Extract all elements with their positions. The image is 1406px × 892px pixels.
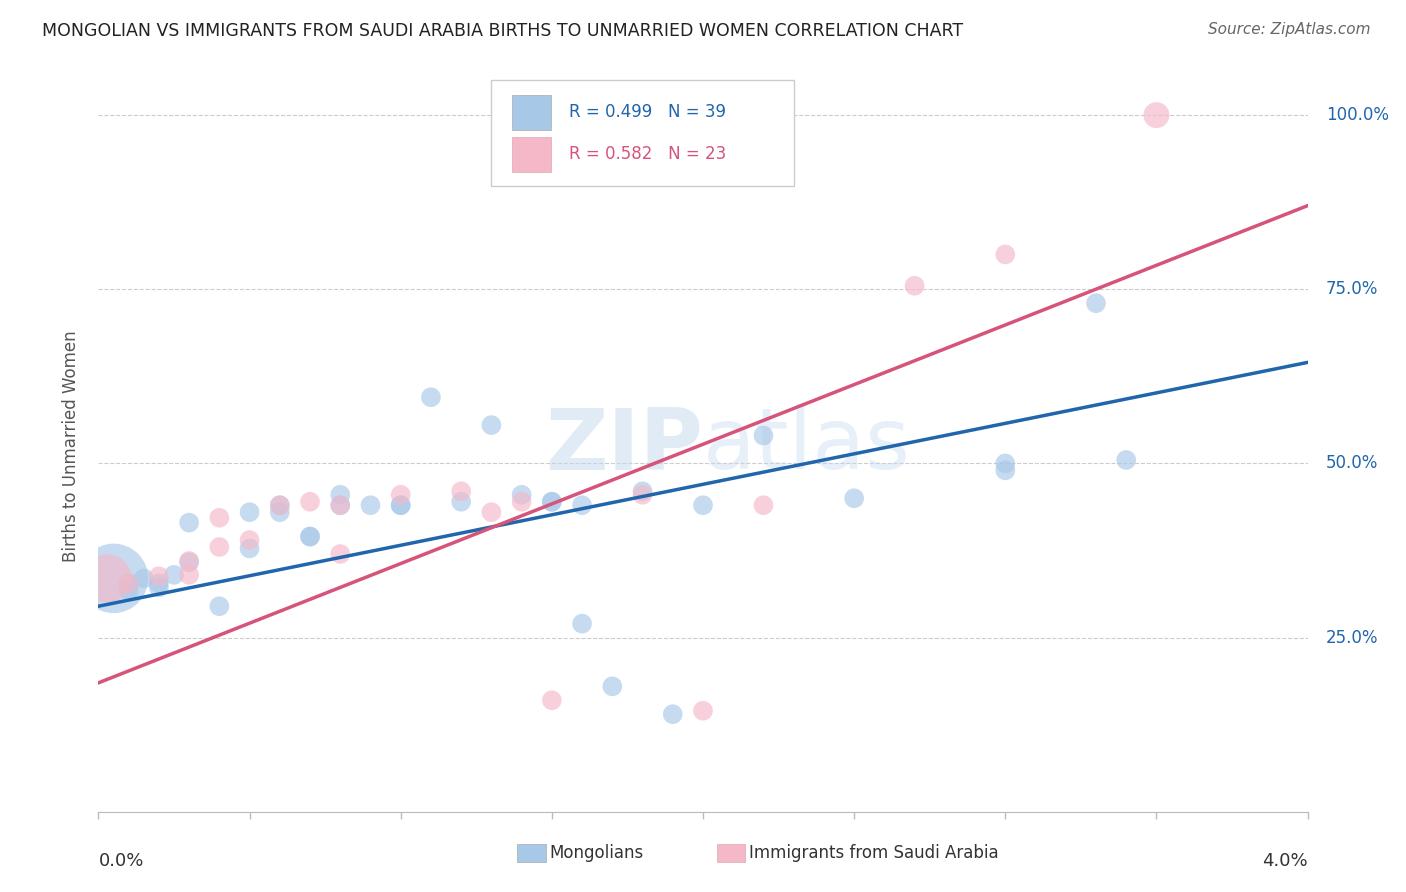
Point [148, 576, 170, 591]
FancyBboxPatch shape [512, 136, 551, 171]
Point [994, 247, 1017, 261]
Point [118, 576, 141, 591]
Point [1146, 108, 1168, 122]
Point [571, 498, 593, 512]
Point [389, 498, 412, 512]
Point [1115, 453, 1137, 467]
Text: MONGOLIAN VS IMMIGRANTS FROM SAUDI ARABIA BIRTHS TO UNMARRIED WOMEN CORRELATION : MONGOLIAN VS IMMIGRANTS FROM SAUDI ARABI… [42, 22, 963, 40]
Text: 25.0%: 25.0% [1326, 629, 1378, 647]
Text: Immigrants from Saudi Arabia: Immigrants from Saudi Arabia [749, 844, 1000, 862]
Point [118, 576, 141, 591]
Point [692, 498, 714, 512]
Point [179, 555, 201, 569]
Point [510, 494, 533, 508]
Point [752, 428, 775, 442]
Point [179, 516, 201, 530]
Point [450, 484, 472, 499]
Point [540, 494, 562, 508]
Point [450, 494, 472, 508]
Point [163, 567, 186, 582]
Point [389, 488, 412, 502]
Point [631, 484, 654, 499]
Text: R = 0.582   N = 23: R = 0.582 N = 23 [569, 145, 725, 163]
Text: 0.0%: 0.0% [98, 852, 143, 870]
Point [994, 463, 1017, 477]
Point [239, 533, 262, 547]
Point [329, 547, 352, 561]
Point [540, 494, 562, 508]
Point [752, 498, 775, 512]
Text: R = 0.499   N = 39: R = 0.499 N = 39 [569, 103, 725, 121]
Point [132, 571, 155, 585]
Point [148, 581, 170, 595]
Text: 4.0%: 4.0% [1263, 852, 1308, 870]
FancyBboxPatch shape [492, 80, 793, 186]
Point [179, 554, 201, 568]
FancyBboxPatch shape [512, 95, 551, 130]
Point [239, 505, 262, 519]
Point [103, 571, 125, 585]
Point [269, 498, 291, 512]
Text: Source: ZipAtlas.com: Source: ZipAtlas.com [1208, 22, 1371, 37]
Point [329, 498, 352, 512]
Point [208, 540, 231, 554]
Text: atlas: atlas [703, 404, 911, 488]
Point [510, 488, 533, 502]
Point [208, 599, 231, 614]
Point [571, 616, 593, 631]
Text: Mongolians: Mongolians [550, 844, 644, 862]
Point [481, 505, 503, 519]
Point [208, 510, 231, 524]
Point [994, 457, 1017, 471]
Point [269, 498, 291, 512]
Point [299, 530, 322, 544]
Point [299, 494, 322, 508]
Point [148, 569, 170, 583]
Text: 75.0%: 75.0% [1326, 280, 1378, 298]
Point [420, 390, 443, 404]
Point [179, 567, 201, 582]
Point [904, 278, 927, 293]
Point [631, 488, 654, 502]
Point [269, 505, 291, 519]
Point [844, 491, 866, 506]
Point [118, 583, 141, 598]
Point [389, 498, 412, 512]
Y-axis label: Births to Unmarried Women: Births to Unmarried Women [62, 330, 80, 562]
Point [96, 571, 118, 585]
Point [329, 498, 352, 512]
Point [239, 541, 262, 556]
Text: 50.0%: 50.0% [1326, 454, 1378, 473]
Point [692, 704, 714, 718]
Point [1085, 296, 1108, 310]
Point [360, 498, 382, 512]
Point [299, 530, 322, 544]
Point [329, 488, 352, 502]
Text: ZIP: ZIP [546, 404, 703, 488]
Point [602, 679, 624, 693]
Point [481, 418, 503, 433]
Text: 100.0%: 100.0% [1326, 106, 1389, 124]
Point [661, 707, 683, 722]
Point [540, 693, 562, 707]
